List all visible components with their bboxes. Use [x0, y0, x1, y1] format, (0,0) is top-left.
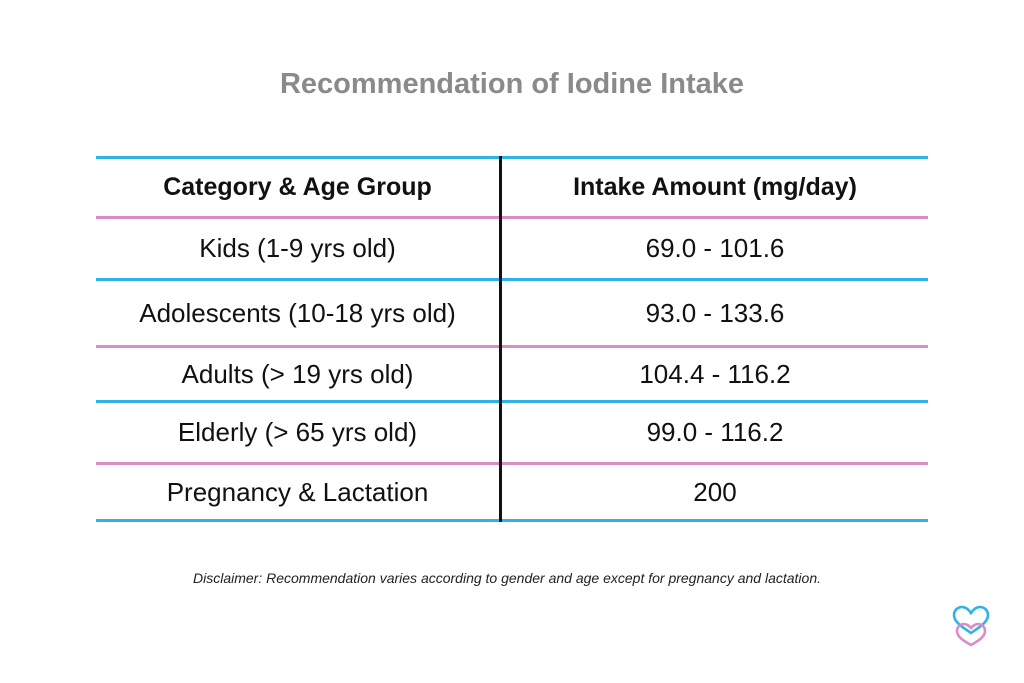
table-top-border	[96, 156, 928, 159]
column-header-intake: Intake Amount (mg/day)	[573, 173, 857, 201]
table-row-intake: 200	[693, 476, 737, 507]
table-row-category: Elderly (> 65 yrs old)	[177, 417, 418, 447]
table-row-category: Pregnancy & Lactation	[166, 476, 429, 507]
table-row-intake: 69.0 - 101.6	[645, 233, 785, 263]
row-divider	[96, 345, 928, 348]
row-divider	[96, 400, 928, 403]
table-row-intake: 104.4 - 116.2	[639, 358, 791, 389]
row-divider	[96, 462, 928, 465]
table-row-intake: 93.0 - 133.6	[645, 297, 785, 328]
table-row-category: Adolescents (10-18 yrs old)	[139, 297, 456, 328]
row-divider	[96, 278, 928, 281]
table-bottom-border	[96, 519, 928, 522]
header-divider	[96, 216, 928, 219]
table-row-category: Kids (1-9 yrs old)	[199, 233, 396, 263]
iodine-intake-table: Category & Age Group Intake Amount (mg/d…	[96, 156, 928, 522]
table-row-category: Adults (> 19 yrs old)	[181, 358, 414, 389]
column-divider	[499, 156, 502, 522]
page-title: Recommendation of Iodine Intake	[279, 68, 745, 100]
column-header-category: Category & Age Group	[163, 173, 432, 201]
table-row-intake: 99.0 - 116.2	[646, 417, 784, 447]
overlapping-hearts-icon	[952, 605, 990, 647]
disclaimer-text: Disclaimer: Recommendation varies accord…	[192, 570, 822, 586]
